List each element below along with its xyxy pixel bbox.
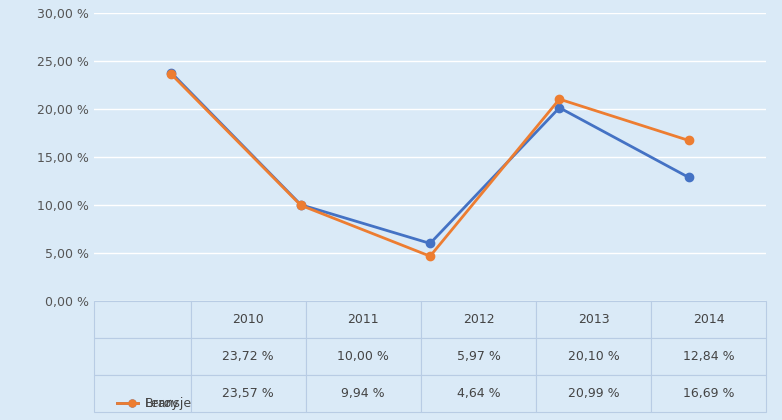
Text: Bransje: Bransje — [144, 397, 192, 410]
Text: Lerøy: Lerøy — [144, 397, 179, 410]
